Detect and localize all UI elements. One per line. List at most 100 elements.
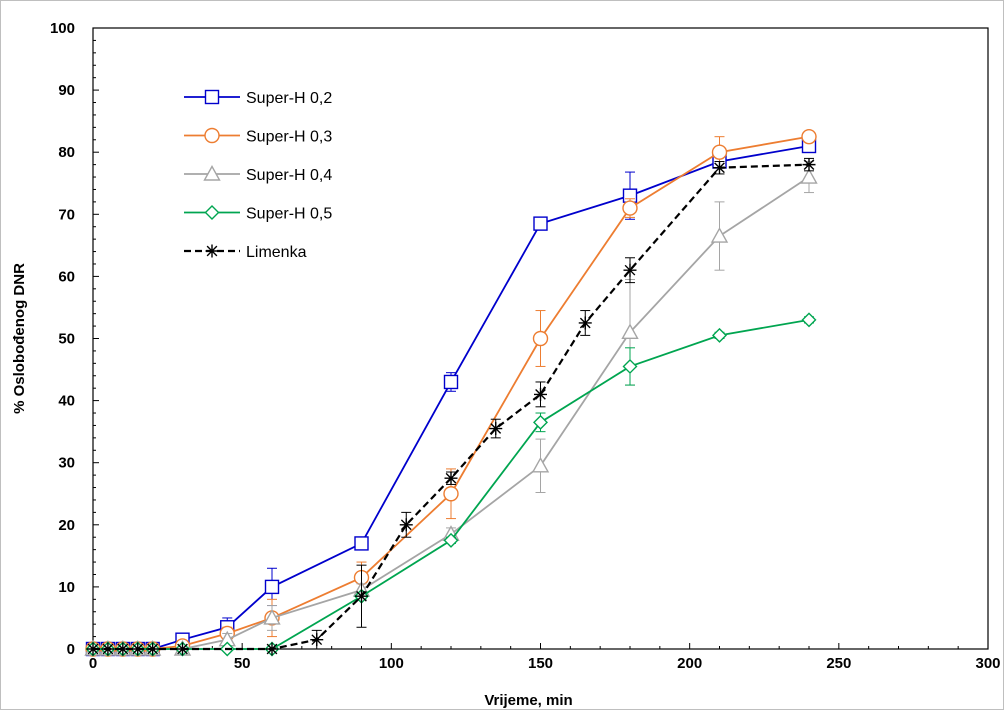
data-point bbox=[263, 609, 281, 625]
data-point bbox=[622, 358, 638, 374]
legend-label: Super-H 0,4 bbox=[246, 167, 332, 184]
asterisk-marker-stroke bbox=[131, 642, 145, 656]
data-point bbox=[623, 263, 637, 277]
data-point bbox=[534, 387, 547, 401]
asterisk-marker-stroke bbox=[265, 642, 279, 656]
asterisk-marker-stroke bbox=[86, 642, 100, 656]
data-point bbox=[444, 471, 458, 485]
legend-label: Limenka bbox=[246, 244, 307, 261]
legend-label: Super-H 0,3 bbox=[246, 129, 332, 146]
asterisk-marker-stroke bbox=[205, 244, 219, 258]
data-point bbox=[355, 589, 368, 603]
asterisk-marker-stroke bbox=[101, 642, 115, 656]
asterisk-marker-stroke bbox=[176, 642, 189, 656]
asterisk-marker-stroke bbox=[444, 471, 458, 485]
x-tick-label: 300 bbox=[975, 655, 1000, 672]
asterisk-marker-stroke bbox=[310, 633, 324, 647]
data-point bbox=[443, 486, 459, 502]
data-point bbox=[533, 216, 548, 231]
legend-marker bbox=[205, 244, 219, 258]
series-line bbox=[93, 135, 810, 650]
asterisk-marker-stroke bbox=[489, 422, 503, 436]
data-point bbox=[310, 633, 324, 647]
data-point bbox=[621, 323, 639, 339]
asterisk-marker-stroke bbox=[713, 161, 726, 175]
y-tick-label: 0 bbox=[67, 641, 75, 658]
asterisk-marker-stroke bbox=[355, 589, 368, 603]
x-tick-label: 50 bbox=[234, 655, 251, 672]
series-3 bbox=[84, 161, 818, 656]
legend-item: Super-H 0,4 bbox=[184, 165, 332, 184]
y-tick-label: 40 bbox=[58, 393, 75, 410]
y-tick-label: 70 bbox=[58, 206, 75, 223]
data-point bbox=[116, 642, 130, 656]
data-point bbox=[264, 579, 280, 595]
data-point bbox=[802, 158, 816, 172]
legend-label: Super-H 0,2 bbox=[246, 90, 332, 107]
legend-marker bbox=[204, 205, 220, 220]
asterisk-marker-stroke bbox=[802, 158, 816, 172]
x-tick-label: 0 bbox=[89, 655, 97, 672]
y-tick-label: 90 bbox=[58, 82, 75, 99]
series-5 bbox=[86, 157, 816, 656]
data-point bbox=[354, 536, 369, 551]
series-1 bbox=[85, 138, 817, 657]
data-point bbox=[443, 532, 459, 548]
data-point bbox=[532, 330, 549, 347]
data-point bbox=[622, 200, 638, 216]
y-tick-label: 60 bbox=[58, 268, 75, 285]
data-point bbox=[713, 161, 726, 175]
y-axis-title: % Oslobođenog DNR bbox=[11, 263, 28, 414]
asterisk-marker-stroke bbox=[146, 642, 160, 656]
data-point bbox=[146, 642, 160, 656]
y-tick-label: 50 bbox=[58, 331, 75, 348]
legend-item: Super-H 0,2 bbox=[184, 89, 332, 107]
data-point bbox=[443, 374, 459, 390]
x-tick-label: 250 bbox=[826, 655, 851, 672]
data-point bbox=[533, 414, 548, 430]
x-tick-label: 100 bbox=[379, 655, 404, 672]
data-point bbox=[712, 327, 727, 343]
legend-marker bbox=[203, 165, 221, 181]
data-point bbox=[578, 316, 592, 330]
asterisk-marker-stroke bbox=[623, 263, 637, 277]
legend-marker bbox=[204, 127, 220, 144]
data-point bbox=[489, 422, 503, 436]
asterisk-marker-stroke bbox=[534, 387, 547, 401]
data-point bbox=[800, 168, 818, 184]
asterisk-marker-stroke bbox=[578, 316, 592, 330]
data-point bbox=[710, 227, 729, 243]
data-point bbox=[711, 144, 728, 160]
series-line bbox=[93, 145, 810, 650]
legend-label: Super-H 0,5 bbox=[246, 206, 332, 223]
asterisk-marker-stroke bbox=[116, 642, 130, 656]
asterisk-marker-stroke bbox=[399, 518, 413, 532]
x-tick-label: 150 bbox=[528, 655, 553, 672]
data-point bbox=[801, 312, 817, 328]
data-point bbox=[86, 642, 100, 656]
y-tick-label: 30 bbox=[58, 455, 75, 472]
legend-item: Limenka bbox=[184, 244, 307, 261]
legend-item: Super-H 0,5 bbox=[184, 205, 332, 223]
legend-marker bbox=[204, 89, 220, 105]
series-line bbox=[93, 163, 810, 651]
legend: Super-H 0,2 Super-H 0,3 Super-H 0,4 Super-H… bbox=[184, 89, 332, 261]
y-tick-label: 80 bbox=[58, 144, 75, 161]
legend-item: Super-H 0,3 bbox=[184, 127, 332, 146]
data-point bbox=[531, 456, 550, 473]
y-tick-label: 20 bbox=[58, 517, 75, 534]
series-2 bbox=[85, 128, 817, 657]
data-point bbox=[399, 518, 413, 532]
series-line bbox=[93, 176, 810, 650]
data-point bbox=[801, 128, 817, 145]
y-tick-label: 10 bbox=[58, 579, 75, 596]
data-point bbox=[176, 642, 189, 656]
y-tick-label: 100 bbox=[50, 20, 75, 37]
data-point bbox=[131, 642, 145, 656]
data-point bbox=[265, 642, 279, 656]
x-tick-label: 200 bbox=[677, 655, 702, 672]
x-axis-title: Vrijeme, min bbox=[484, 692, 572, 709]
data-point bbox=[101, 642, 115, 656]
